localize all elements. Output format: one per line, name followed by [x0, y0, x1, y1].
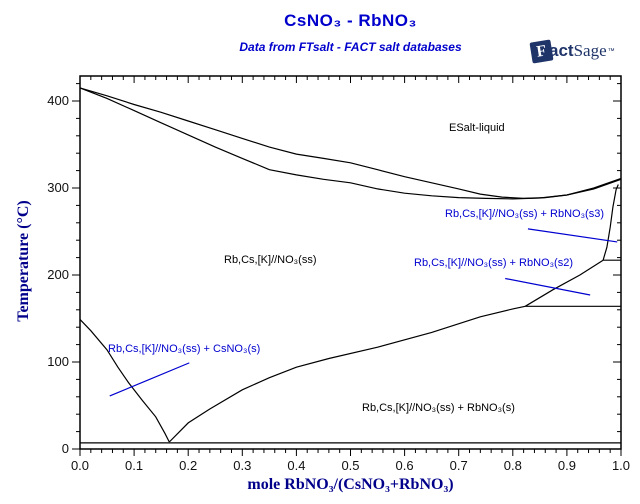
y-tick-label: 200 [47, 267, 69, 282]
x-tick-label: 0.0 [71, 458, 89, 473]
region-label-ss-csno3: Rb,Cs,[K]//NO₃(ss) + CsNO₃(s) [108, 343, 261, 355]
x-tick-label: 0.6 [396, 458, 414, 473]
x-tick-label: 0.8 [504, 458, 522, 473]
label-leader-lines [109, 228, 618, 397]
x-tick-label: 0.3 [233, 458, 251, 473]
region-label-esalt-liquid: ESalt-liquid [449, 122, 505, 134]
y-tick-label: 300 [47, 180, 69, 195]
y-tick-label: 100 [47, 354, 69, 369]
x-tick-label: 0.4 [287, 458, 305, 473]
phase-boundary-curves [79, 87, 622, 444]
leader-csno3 [109, 362, 190, 397]
chart-title: CsNO₃ - RbNO₃ [284, 11, 417, 30]
leader-rbno3s2 [505, 277, 591, 296]
curve-solidus [79, 87, 622, 200]
region-label-ss-rbno3s3: Rb,Cs,[K]//NO₃(ss) + RbNO₃(s3) [445, 208, 605, 220]
x-tick-label: 0.2 [179, 458, 197, 473]
factsage-logo-act: act [549, 41, 574, 60]
chart-subtitle: Data from FTsalt - FACT salt databases [239, 40, 462, 54]
x-tick-label: 0.1 [125, 458, 143, 473]
y-axis-title: Temperature (°C) [15, 200, 32, 322]
region-label-ss-rbno3s: Rb,Cs,[K]//NO₃(ss) + RbNO₃(s) [362, 402, 515, 414]
region-label-ss-rbno3s2: Rb,Cs,[K]//NO₃(ss) + RbNO₃(s2) [414, 257, 574, 269]
x-tick-label: 0.9 [558, 458, 576, 473]
y-tick-label: 0 [62, 441, 69, 456]
curve-solvus-left-csno3 [79, 318, 170, 443]
curve-liquidus [79, 87, 622, 200]
x-tick-label: 0.5 [341, 458, 359, 473]
axis-tick-labels: 0.0 0.1 0.2 0.3 0.4 0.5 0.6 0.7 0.8 0.9 1.0 0 100 200… [47, 93, 630, 473]
region-label-ss: Rb,Cs,[K]//NO₃(ss) [224, 254, 317, 266]
curve-boundary-ss-rbno3s3 [602, 184, 619, 261]
curve-solvus-right-rbno3 [168, 305, 526, 443]
leader-rbno3s3 [527, 228, 618, 243]
x-tick-label: 0.7 [450, 458, 468, 473]
curve-boundary-ss-rbno3s2 [524, 259, 604, 307]
x-tick-label: 1.0 [612, 458, 630, 473]
x-axis-title: mole RbNO₃/(CsNO₃+RbNO₃) [247, 476, 454, 493]
y-tick-label: 400 [47, 93, 69, 108]
axis-ticks [72, 76, 622, 456]
factsage-logo-tm: ™ [607, 47, 615, 55]
factsage-logo-sage: Sage [573, 41, 607, 60]
